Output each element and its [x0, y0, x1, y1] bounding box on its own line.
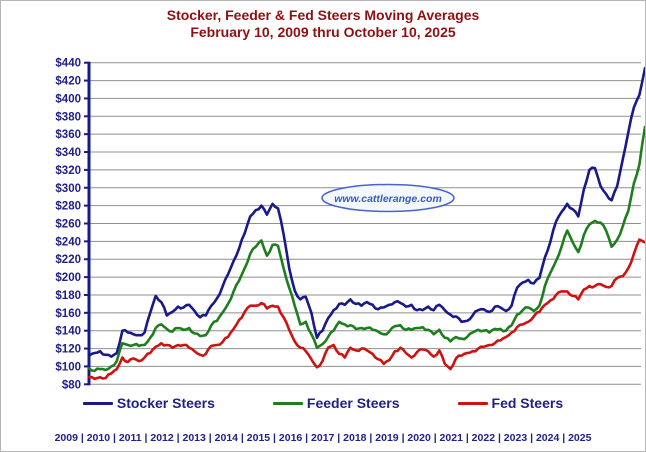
chart-legend: Stocker Steers Feeder Steers Fed Steers	[1, 395, 645, 411]
legend-item-feeder: Feeder Steers	[272, 395, 400, 411]
y-tick-label: $260	[55, 218, 81, 230]
feeder-line-swatch	[272, 401, 303, 405]
watermark-text: www.cattlerange.com	[334, 193, 442, 205]
chart-subtitle: February 10, 2009 thru October 10, 2025	[190, 24, 456, 40]
fed-line-swatch	[457, 401, 488, 405]
chart-title: Stocker, Feeder & Fed Steers Moving Aver…	[166, 7, 480, 23]
y-tick-label: $100	[55, 361, 81, 373]
y-tick-label: $340	[55, 147, 81, 159]
legend-item-stocker: Stocker Steers	[82, 395, 215, 411]
y-tick-label: $80	[62, 379, 81, 391]
y-tick-label: $320	[55, 165, 81, 177]
stocker-steers-line	[87, 66, 645, 358]
y-tick-label: $120	[55, 344, 81, 356]
stocker-line-swatch	[82, 401, 113, 405]
watermark-ellipse	[321, 183, 455, 213]
fed-legend-label: Fed Steers	[491, 395, 564, 411]
x-axis-year-labels: 2009 | 2010 | 2011 | 2012 | 2013 | 2014 …	[54, 432, 592, 444]
y-tick-label: $360	[55, 129, 81, 141]
y-tick-label: $420	[55, 76, 81, 88]
feeder-steers-line	[87, 125, 645, 373]
y-tick-label: $300	[55, 183, 81, 195]
y-tick-label: $380	[55, 111, 81, 123]
feeder-legend-label: Feeder Steers	[306, 395, 400, 411]
y-tick-label: $280	[55, 201, 81, 213]
y-tick-label: $400	[55, 93, 81, 105]
fed-steers-line	[87, 238, 645, 381]
y-tick-label: $180	[55, 290, 81, 302]
y-tick-label: $240	[55, 236, 81, 248]
y-tick-label: $140	[55, 326, 81, 338]
y-tick-label: $220	[55, 254, 81, 266]
stocker-legend-label: Stocker Steers	[116, 395, 215, 411]
legend-item-fed: Fed Steers	[457, 395, 564, 411]
y-tick-label: $440	[55, 58, 81, 70]
y-tick-label: $160	[55, 308, 81, 320]
y-tick-label: $200	[55, 272, 81, 284]
